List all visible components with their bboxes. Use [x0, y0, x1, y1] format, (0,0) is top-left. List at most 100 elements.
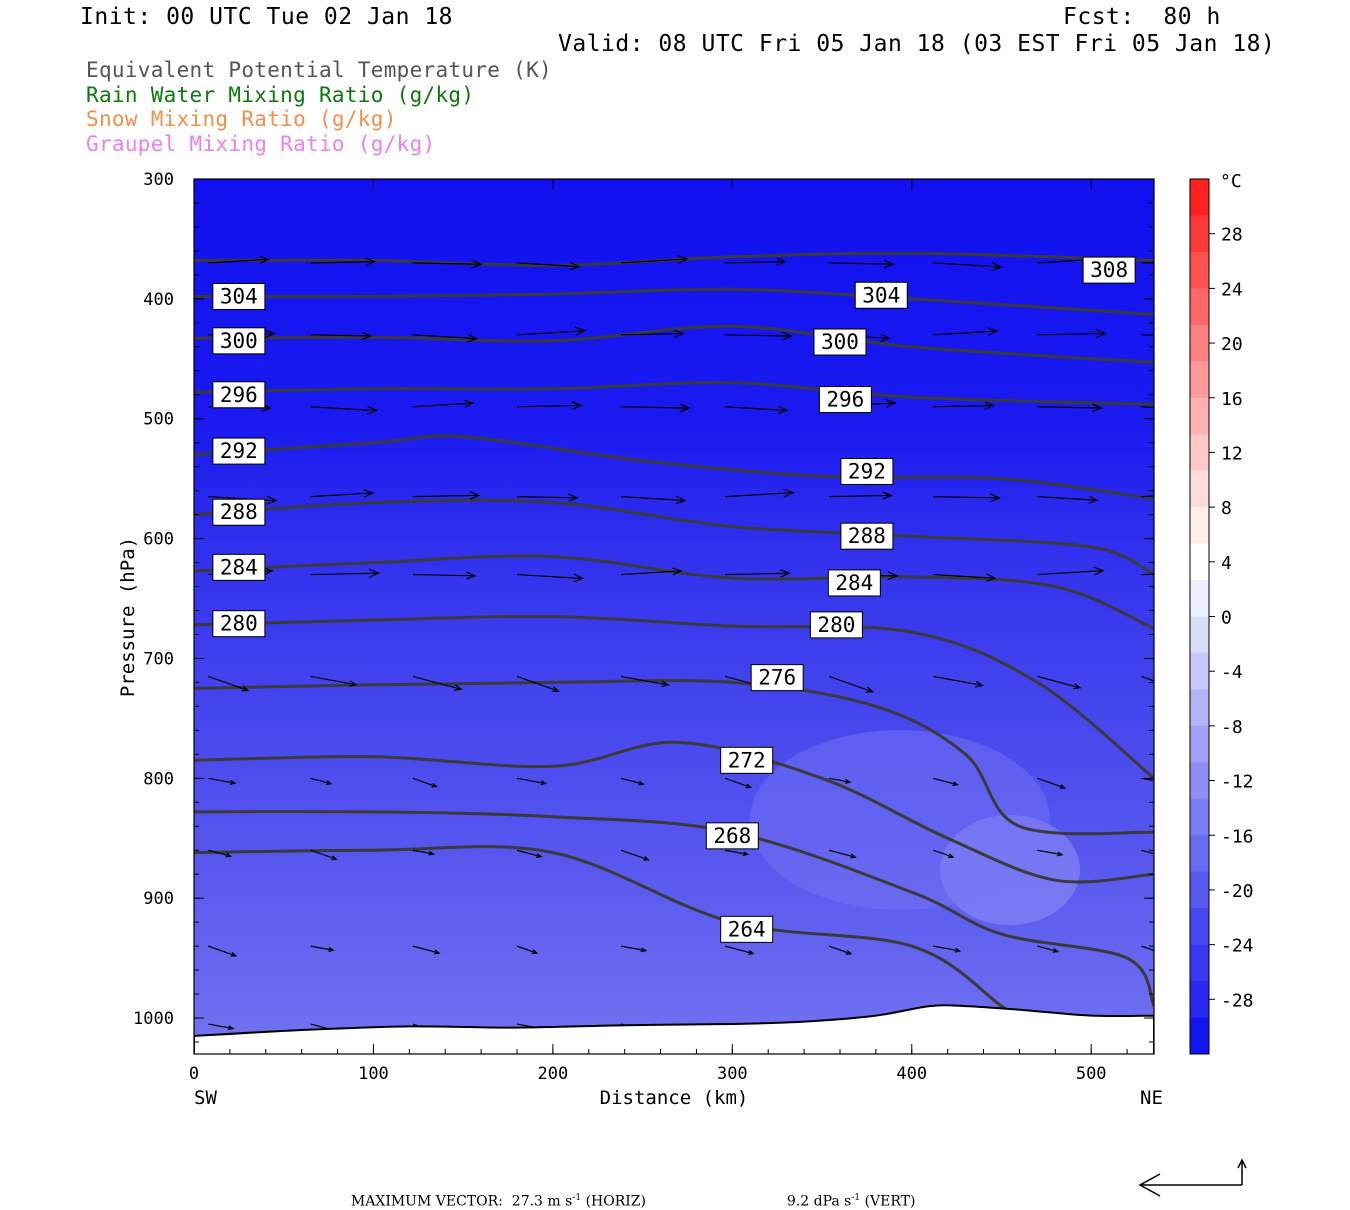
wind-vector — [1141, 573, 1154, 576]
wind-vector-head — [331, 855, 338, 861]
wind-vector-shaft — [516, 262, 579, 268]
colorbar-swatch — [1190, 798, 1209, 836]
colorbar-swatch — [1190, 762, 1209, 800]
wind-vector-shaft — [412, 849, 434, 855]
wind-vector — [1037, 403, 1103, 413]
wind-vector — [412, 399, 475, 408]
colorbar-tick-label: -16 — [1221, 826, 1254, 847]
wind-vector — [1037, 849, 1064, 857]
wind-vector — [1037, 495, 1099, 504]
wind-vector-head — [568, 493, 579, 502]
theta-e-contour-284 — [194, 554, 1154, 630]
wind-vector-shaft — [516, 945, 537, 954]
wind-vector-shaft — [933, 262, 1002, 268]
wind-vector — [1037, 945, 1060, 953]
theta-e-contour-292 — [194, 434, 1154, 501]
contour-label-text: 296 — [826, 388, 864, 412]
colorbar-tick-label: 0 — [1221, 608, 1232, 629]
wind-vector-head — [433, 949, 441, 955]
wind-vector-shaft — [1141, 849, 1154, 855]
wind-vector-shaft — [621, 406, 690, 409]
wind-vector-shaft — [310, 406, 377, 412]
colorbar-swatch — [1190, 981, 1209, 1019]
theta-e-contour-280 — [194, 614, 1154, 780]
wind-vector-shaft — [829, 494, 892, 498]
wind-vector-shaft — [208, 777, 236, 784]
wind-vector-shaft — [1037, 496, 1098, 501]
wind-vector — [208, 255, 270, 264]
contour-label-text: 264 — [728, 917, 766, 941]
wind-vector-shaft — [310, 849, 337, 860]
wind-vector-head — [677, 255, 689, 264]
x-axis-label: Distance (km) — [600, 1087, 749, 1109]
contour-label-box — [720, 915, 774, 943]
colorbar-swatch — [1190, 251, 1209, 289]
wind-vector — [310, 405, 379, 415]
contour-label-box — [212, 437, 266, 465]
wind-vector-head — [1056, 851, 1064, 857]
wind-vector-head — [844, 778, 852, 784]
wind-vector-head — [948, 853, 955, 859]
wind-vector-head — [328, 946, 335, 952]
wind-vector — [310, 257, 377, 267]
wind-vector-shaft — [1141, 945, 1154, 952]
contour-label-text: 280 — [220, 612, 258, 636]
wind-vector-shaft — [310, 492, 373, 498]
contour-label-box — [813, 328, 867, 356]
y-tick-label: 600 — [143, 530, 174, 550]
wind-vector-head — [952, 781, 959, 787]
colorbar-tick-label: -12 — [1221, 772, 1254, 793]
contour-label-text: 308 — [1090, 258, 1128, 282]
wind-vector — [516, 573, 585, 583]
wind-vector-shaft — [621, 258, 687, 264]
colorbar-unit: °C — [1220, 171, 1242, 192]
wind-vector-head — [742, 851, 750, 857]
wind-vector — [621, 329, 685, 338]
wind-vector-head — [1059, 784, 1067, 789]
wind-vector-head — [471, 259, 483, 269]
theta-e-contour-288 — [194, 498, 1154, 576]
max-vector-title: MAXIMUM VECTOR: — [350, 1193, 503, 1210]
y-axis-label: Pressure (hPa) — [117, 537, 139, 697]
contour-label-text: 268 — [713, 824, 751, 848]
wind-vector-head — [745, 783, 753, 789]
wind-vector — [933, 945, 962, 953]
ne-end-label: NE — [1140, 1087, 1163, 1109]
wind-vector-head — [679, 403, 691, 413]
wind-vector — [516, 401, 583, 410]
wind-vector-shaft — [412, 494, 479, 498]
wind-vector-shaft — [1037, 777, 1065, 789]
wind-vector-head — [1092, 403, 1103, 413]
wind-vector-head — [850, 853, 857, 859]
wind-vector — [621, 403, 691, 413]
wind-vector-shaft — [310, 675, 356, 686]
wind-vector-head — [229, 779, 237, 785]
wind-vector-head — [571, 401, 583, 410]
wind-vector — [933, 675, 984, 688]
wind-vector-head — [882, 491, 893, 500]
wind-vector — [621, 255, 689, 264]
colorbar-swatch — [1190, 725, 1209, 763]
wind-vector — [412, 849, 436, 856]
wind-vector — [310, 331, 373, 340]
contour-label-text: 284 — [835, 571, 873, 595]
contour-label: 300 — [813, 328, 867, 356]
wind-vector — [516, 326, 587, 336]
colorbar-swatch — [1190, 215, 1209, 253]
colorbar-tick-label: -28 — [1221, 990, 1254, 1011]
wind-vector — [310, 568, 381, 578]
theta-e-contour-272 — [194, 740, 1154, 884]
terrain-surface — [194, 1004, 1154, 1054]
contour-label: 300 — [212, 327, 266, 355]
wind-vector-shaft — [933, 330, 998, 336]
wind-vector — [310, 489, 375, 498]
wind-vector — [933, 261, 1003, 271]
wind-vector-head — [259, 255, 270, 264]
x-tick-label: 400 — [896, 1064, 927, 1084]
y-tick-label: 1000 — [133, 1009, 174, 1029]
max-vector-horiz-tag: (HORIZ) — [581, 1193, 646, 1210]
wind-vector — [725, 257, 787, 266]
wind-vector-head — [464, 399, 475, 408]
wind-vector — [208, 777, 237, 785]
